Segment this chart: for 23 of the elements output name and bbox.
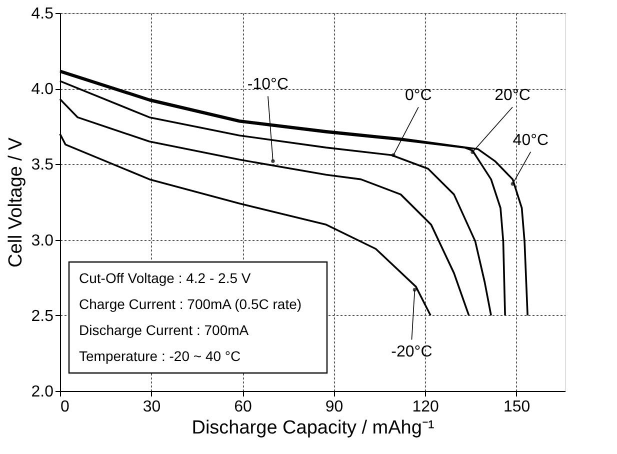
annotation: 0°C <box>404 87 432 104</box>
x-tick-label: 30 <box>142 398 161 416</box>
x-tick-label: 0 <box>60 398 70 416</box>
y-tick-label: 3.5 <box>31 156 54 174</box>
annotation: Discharge Current : 700mA <box>79 322 250 338</box>
annotation: Charge Current : 700mA (0.5C rate) <box>79 296 302 312</box>
x-tick-label: 150 <box>503 398 530 416</box>
annotation: 20°C <box>494 87 530 104</box>
annotation: Temperature : -20 ~ 40 °C <box>79 348 241 364</box>
x-tick-label: 60 <box>234 398 252 416</box>
y-tick-label: 2.5 <box>31 308 54 325</box>
y-tick-label: 3.0 <box>31 232 54 250</box>
x-tick-label: 120 <box>412 398 440 416</box>
annotation: 40°C <box>512 132 549 149</box>
y-tick-label: 4.5 <box>31 6 54 22</box>
y-tick-label: 2.0 <box>31 384 54 400</box>
y-axis-title: Cell Voltage / V <box>5 137 26 268</box>
annotation: -10°C <box>247 76 288 94</box>
x-tick-label: 90 <box>325 398 344 416</box>
x-axis-title: Discharge Capacity / mAhg⁻¹ <box>192 418 434 438</box>
annotation: -20°C <box>391 344 432 361</box>
annotation: Cut-Off Voltage : 4.2 - 2.5 V <box>79 270 252 286</box>
y-tick-label: 4.0 <box>31 81 54 98</box>
